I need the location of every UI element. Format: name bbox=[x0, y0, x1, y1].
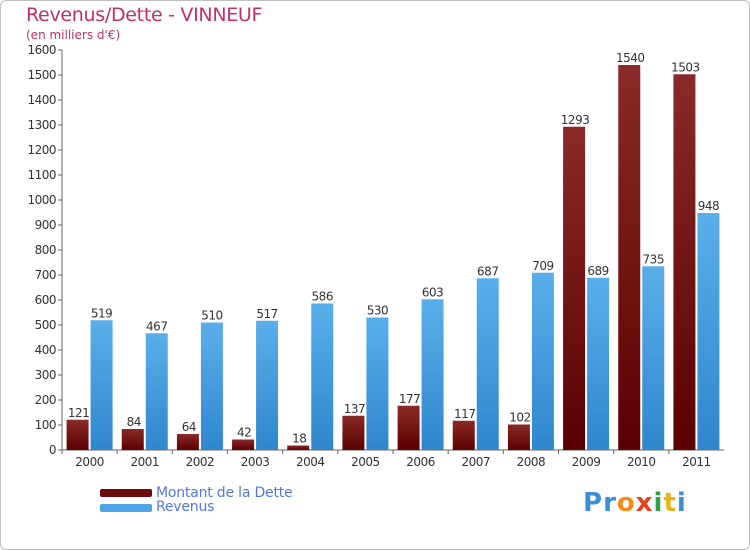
data-label-debt: 1503 bbox=[671, 60, 700, 74]
legend-label-revenue: Revenus bbox=[156, 499, 215, 515]
bar-debt bbox=[507, 424, 530, 450]
bar-revenue bbox=[366, 317, 389, 450]
logo-letter: i bbox=[676, 488, 687, 518]
data-label-revenue: 510 bbox=[201, 309, 222, 323]
logo-letter: x bbox=[635, 488, 654, 518]
bar-revenue bbox=[421, 299, 444, 450]
y-tick-label: 200 bbox=[35, 393, 56, 407]
x-tick-label: 2007 bbox=[461, 455, 490, 469]
data-label-debt: 1540 bbox=[616, 51, 645, 65]
proxiti-logo: Proxiti bbox=[583, 488, 687, 518]
chart-title: Revenus/Dette - VINNEUF bbox=[26, 4, 263, 26]
y-tick-label: 500 bbox=[35, 318, 56, 332]
y-tick-label: 1400 bbox=[27, 93, 56, 107]
data-label-debt: 84 bbox=[127, 415, 141, 429]
bar-debt bbox=[287, 445, 310, 450]
bar-debt bbox=[397, 405, 420, 450]
y-tick-label: 100 bbox=[35, 418, 56, 432]
y-tick-label: 600 bbox=[35, 293, 56, 307]
logo-letter: P bbox=[583, 488, 604, 518]
bar-revenue bbox=[90, 320, 113, 450]
logo-letter: r bbox=[603, 488, 617, 518]
bar-debt bbox=[618, 65, 641, 450]
logo-letter: i bbox=[653, 488, 664, 518]
data-label-revenue: 586 bbox=[312, 290, 333, 304]
bar-debt bbox=[563, 126, 586, 450]
data-label-revenue: 687 bbox=[477, 264, 498, 278]
y-tick-label: 400 bbox=[35, 343, 56, 357]
bar-debt bbox=[452, 420, 475, 450]
bar-revenue bbox=[697, 213, 720, 450]
data-label-debt: 18 bbox=[292, 432, 306, 446]
data-label-revenue: 735 bbox=[643, 252, 664, 266]
data-label-revenue: 467 bbox=[146, 319, 167, 333]
data-label-revenue: 709 bbox=[532, 259, 553, 273]
data-label-revenue: 603 bbox=[422, 285, 443, 299]
y-tick-label: 1500 bbox=[27, 68, 56, 82]
bar-debt bbox=[66, 419, 89, 450]
bar-revenue bbox=[256, 320, 279, 450]
x-tick-label: 2010 bbox=[627, 455, 656, 469]
bar-debt bbox=[342, 415, 365, 450]
x-tick-label: 2008 bbox=[517, 455, 546, 469]
data-label-debt: 64 bbox=[182, 420, 196, 434]
legend-swatch-debt bbox=[100, 489, 152, 497]
x-tick-label: 2009 bbox=[572, 455, 601, 469]
x-tick-label: 2001 bbox=[130, 455, 159, 469]
bar-revenue bbox=[531, 272, 554, 450]
bar-revenue bbox=[642, 266, 665, 450]
legend-label-debt: Montant de la Dette bbox=[156, 485, 293, 501]
data-label-debt: 177 bbox=[399, 392, 420, 406]
data-label-revenue: 948 bbox=[698, 199, 719, 213]
bar-debt bbox=[673, 74, 696, 450]
bar-debt bbox=[176, 434, 199, 450]
x-tick-label: 2011 bbox=[682, 455, 711, 469]
data-label-debt: 42 bbox=[237, 426, 251, 440]
x-tick-label: 2000 bbox=[75, 455, 104, 469]
chart-subtitle: (en milliers d'€) bbox=[26, 28, 121, 42]
data-label-revenue: 530 bbox=[367, 304, 388, 318]
data-label-revenue: 519 bbox=[91, 306, 112, 320]
bar-debt bbox=[232, 439, 255, 450]
y-tick-label: 1600 bbox=[27, 43, 56, 57]
y-tick-label: 0 bbox=[49, 443, 56, 457]
logo-letter: o bbox=[616, 488, 636, 518]
y-tick-label: 1000 bbox=[27, 193, 56, 207]
x-tick-label: 2003 bbox=[241, 455, 270, 469]
x-tick-label: 2006 bbox=[406, 455, 435, 469]
y-tick-label: 1300 bbox=[27, 118, 56, 132]
bar-debt bbox=[121, 429, 144, 450]
x-tick-label: 2004 bbox=[296, 455, 325, 469]
data-label-revenue: 517 bbox=[256, 307, 277, 321]
y-tick-label: 1100 bbox=[27, 168, 56, 182]
data-label-debt: 117 bbox=[454, 407, 475, 421]
y-tick-label: 900 bbox=[35, 218, 56, 232]
logo-letter: t bbox=[663, 488, 677, 518]
bar-revenue bbox=[311, 303, 334, 450]
y-tick-label: 300 bbox=[35, 368, 56, 382]
data-label-debt: 1293 bbox=[561, 113, 590, 127]
legend-swatch-revenue bbox=[100, 504, 152, 512]
data-label-debt: 102 bbox=[509, 411, 530, 425]
data-label-revenue: 689 bbox=[587, 264, 608, 278]
y-tick-label: 1200 bbox=[27, 143, 56, 157]
bar-revenue bbox=[476, 278, 499, 450]
bar-revenue bbox=[200, 322, 223, 450]
data-label-debt: 121 bbox=[68, 406, 89, 420]
data-label-debt: 137 bbox=[344, 402, 365, 416]
y-tick-label: 700 bbox=[35, 268, 56, 282]
bar-revenue bbox=[587, 277, 610, 450]
y-tick-label: 800 bbox=[35, 243, 56, 257]
bar-revenue bbox=[145, 333, 168, 450]
x-tick-label: 2005 bbox=[351, 455, 380, 469]
x-tick-label: 2002 bbox=[186, 455, 215, 469]
